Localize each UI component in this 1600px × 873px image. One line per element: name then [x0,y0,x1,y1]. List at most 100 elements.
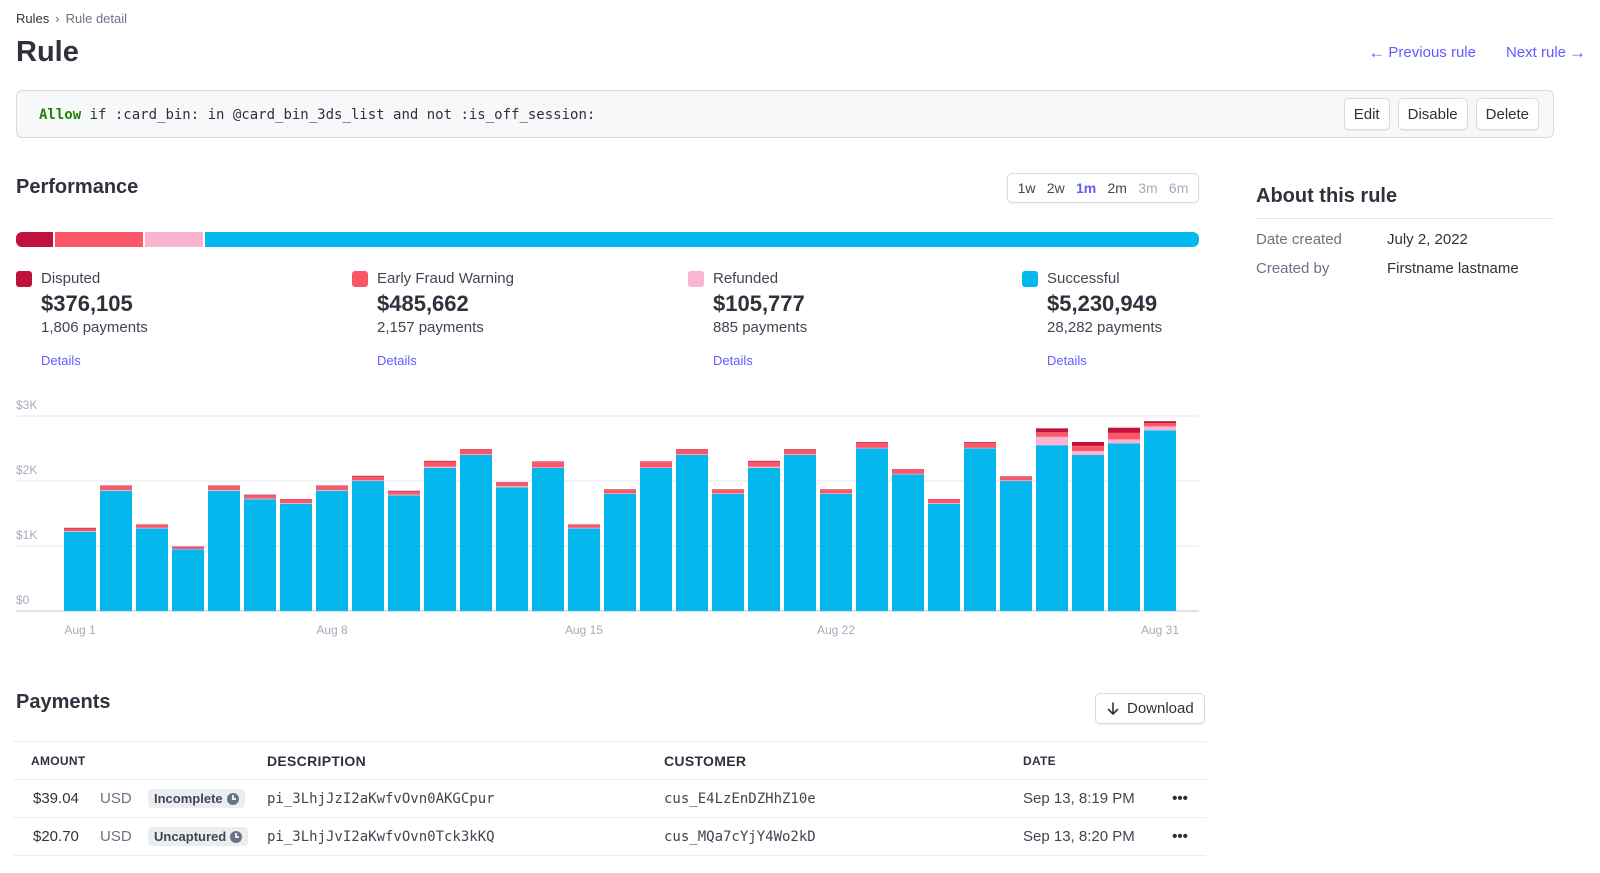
column-amount[interactable]: AMOUNT [31,753,86,768]
bar-segment-early-fraud-warning[interactable] [208,486,240,491]
bar-segment-disputed[interactable] [172,546,204,548]
bar-segment-successful[interactable] [964,448,996,612]
bar-segment-successful[interactable] [856,448,888,612]
bar-segment-refunded[interactable] [676,454,708,455]
bar-segment-refunded[interactable] [244,498,276,500]
bar-segment-refunded[interactable] [136,527,168,529]
bar-segment-refunded[interactable] [1144,426,1176,431]
bar-segment-disputed[interactable] [928,499,960,500]
bar-segment-disputed[interactable] [424,460,456,462]
bar-segment-early-fraud-warning[interactable] [748,461,780,467]
bar-segment-successful[interactable] [1108,443,1140,611]
bar-segment-successful[interactable] [100,490,132,611]
bar-segment-disputed[interactable] [748,460,780,462]
bar-segment-early-fraud-warning[interactable] [640,462,672,468]
bar-segment-refunded[interactable] [640,467,672,468]
bar-segment-disputed[interactable] [604,489,636,491]
bar-segment-disputed[interactable] [568,524,600,526]
bar-segment-refunded[interactable] [460,454,492,455]
bar-segment-early-fraud-warning[interactable] [64,528,96,532]
bar-segment-successful[interactable] [748,468,780,611]
bar-segment-refunded[interactable] [496,486,528,488]
bar-segment-successful[interactable] [532,468,564,611]
details-link[interactable]: Details [1047,353,1087,368]
range-2w[interactable]: 2w [1046,180,1065,196]
bar-segment-successful[interactable] [280,503,312,611]
bar-segment-early-fraud-warning[interactable] [568,525,600,528]
bar-segment-early-fraud-warning[interactable] [676,449,708,455]
bar-segment-refunded[interactable] [388,494,420,496]
bar-segment-successful[interactable] [208,490,240,611]
bar-segment-disputed[interactable] [316,485,348,487]
bar-segment-disputed[interactable] [64,527,96,529]
more-actions-icon[interactable]: ••• [1172,790,1188,807]
bar-segment-refunded[interactable] [1072,451,1104,455]
bar-segment-disputed[interactable] [1072,442,1104,446]
bar-segment-early-fraud-warning[interactable] [1000,477,1032,481]
details-link[interactable]: Details [713,353,753,368]
bar-segment-early-fraud-warning[interactable] [532,462,564,468]
bar-segment-disputed[interactable] [1000,476,1032,478]
bar-segment-successful[interactable] [820,494,852,611]
bar-segment-early-fraud-warning[interactable] [496,482,528,487]
bar-segment-disputed[interactable] [892,469,924,470]
previous-rule-link[interactable]: ← Previous rule [1368,44,1476,61]
bar-segment-disputed[interactable] [1036,428,1068,433]
bar-segment-disputed[interactable] [1144,421,1176,424]
bar-segment-refunded[interactable] [64,531,96,532]
bar-segment-early-fraud-warning[interactable] [316,486,348,491]
bar-segment-early-fraud-warning[interactable] [1144,423,1176,427]
bar-segment-disputed[interactable] [964,442,996,443]
column-description[interactable]: DESCRIPTION [267,752,366,769]
bar-segment-refunded[interactable] [1036,436,1068,446]
bar-segment-early-fraud-warning[interactable] [928,499,960,504]
bar-segment-disputed[interactable] [244,494,276,496]
bar-segment-disputed[interactable] [208,485,240,487]
bar-segment-successful[interactable] [244,499,276,611]
bar-segment-successful[interactable] [1036,445,1068,611]
bar-segment-early-fraud-warning[interactable] [712,490,744,494]
bar-segment-refunded[interactable] [604,493,636,494]
download-button[interactable]: Download [1095,693,1205,724]
bar-segment-refunded[interactable] [964,447,996,449]
bar-segment-successful[interactable] [388,495,420,611]
table-row[interactable]: $39.04 USD Incomplete pi_3LhjJzI2aKwfvOv… [13,780,1206,818]
bar-segment-refunded[interactable] [1000,480,1032,481]
bar-segment-early-fraud-warning[interactable] [424,461,456,467]
bar-segment-successful[interactable] [928,503,960,611]
delete-button[interactable]: Delete [1475,98,1539,130]
bar-segment-successful[interactable] [352,481,384,611]
details-link[interactable]: Details [377,353,417,368]
bar-segment-disputed[interactable] [136,524,168,526]
bar-segment-disputed[interactable] [712,489,744,491]
bar-segment-successful[interactable] [1072,455,1104,611]
bar-segment-successful[interactable] [604,494,636,611]
bar-segment-disputed[interactable] [1108,427,1140,433]
bar-segment-successful[interactable] [424,468,456,611]
bar-segment-disputed[interactable] [856,442,888,443]
breadcrumb-rules-link[interactable]: Rules [16,11,50,26]
bar-segment-early-fraud-warning[interactable] [172,546,204,549]
bar-segment-successful[interactable] [496,487,528,612]
bar-segment-successful[interactable] [1000,481,1032,611]
bar-segment-successful[interactable] [460,455,492,611]
bar-segment-refunded[interactable] [856,447,888,449]
bar-segment-early-fraud-warning[interactable] [244,495,276,499]
bar-segment-refunded[interactable] [892,473,924,475]
bar-segment-early-fraud-warning[interactable] [1072,445,1104,452]
bar-segment-disputed[interactable] [280,499,312,500]
range-1m[interactable]: 1m [1075,180,1097,196]
bar-segment-early-fraud-warning[interactable] [1108,432,1140,440]
bar-segment-refunded[interactable] [568,527,600,529]
bar-segment-successful[interactable] [784,455,816,611]
bar-segment-disputed[interactable] [784,449,816,450]
disable-button[interactable]: Disable [1397,98,1468,130]
bar-segment-early-fraud-warning[interactable] [964,442,996,448]
bar-segment-disputed[interactable] [460,449,492,450]
bar-segment-refunded[interactable] [208,490,240,491]
bar-segment-successful[interactable] [712,494,744,611]
column-date[interactable]: DATE [1023,753,1056,768]
bar-segment-refunded[interactable] [280,503,312,504]
bar-segment-successful[interactable] [316,490,348,611]
bar-segment-disputed[interactable] [676,449,708,450]
